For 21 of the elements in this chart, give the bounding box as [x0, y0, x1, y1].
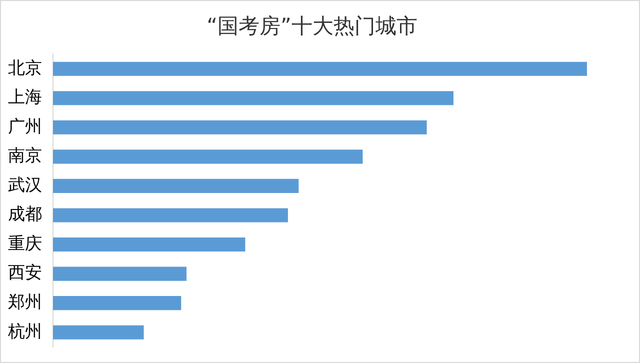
y-tick-label: 武汉	[8, 175, 42, 196]
y-tick-label: 重庆	[8, 234, 42, 254]
bar	[53, 296, 182, 310]
y-tick-label: 南京	[8, 146, 42, 166]
bar	[53, 266, 186, 281]
bar	[53, 237, 246, 252]
y-tick-label: 北京	[8, 58, 42, 78]
y-tick-label: 郑州	[8, 292, 42, 312]
y-tick-label: 上海	[8, 88, 42, 108]
bar	[53, 62, 587, 76]
bar	[53, 150, 363, 164]
bar	[53, 120, 427, 134]
bar	[53, 208, 288, 222]
y-tick-label: 成都	[8, 204, 42, 225]
bar	[53, 178, 299, 193]
bar	[53, 91, 454, 106]
chart-title: “国考房”十大热门城市	[206, 14, 418, 38]
y-tick-label: 杭州	[7, 322, 42, 342]
bar	[53, 325, 144, 340]
y-tick-label: 西安	[8, 263, 42, 284]
y-tick-label: 广州	[8, 116, 42, 137]
